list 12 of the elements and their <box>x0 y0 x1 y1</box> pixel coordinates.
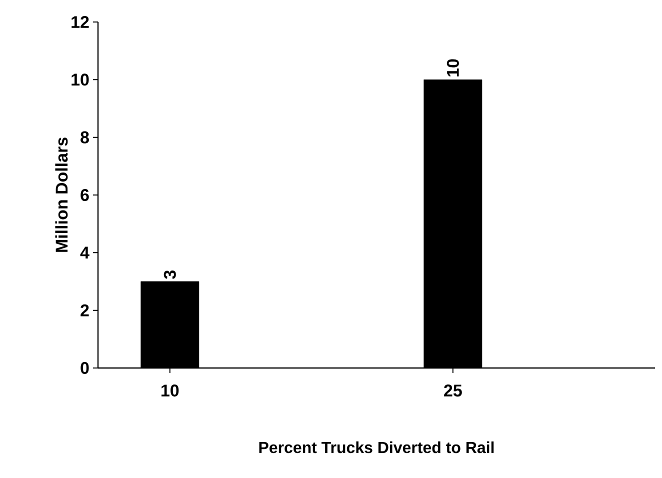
data-label: 10 <box>446 59 459 76</box>
x-tick-label: 25 <box>444 384 462 397</box>
x-axis-title: Percent Trucks Diverted to Rail <box>259 441 494 454</box>
y-axis-title: Million Dollars <box>55 138 68 252</box>
y-tick-label: 8 <box>80 131 89 144</box>
y-tick-label: 6 <box>80 188 89 202</box>
y-tick-label: 12 <box>72 16 89 28</box>
y-tick-label: 4 <box>80 246 90 259</box>
y-tick-label: 0 <box>80 362 89 374</box>
y-tick-label: 2 <box>80 304 89 316</box>
data-label: 3 <box>164 270 176 279</box>
y-tick-label: 10 <box>72 74 89 86</box>
